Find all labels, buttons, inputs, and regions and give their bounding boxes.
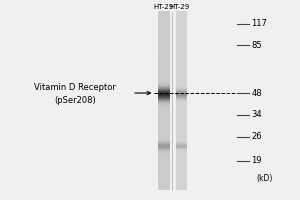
Text: 26: 26 — [251, 132, 262, 141]
Text: (pSer208): (pSer208) — [55, 96, 96, 105]
Text: 117: 117 — [251, 19, 267, 28]
Text: Vitamin D Receptor: Vitamin D Receptor — [34, 83, 116, 92]
Text: 34: 34 — [251, 110, 262, 119]
Text: HT-29: HT-29 — [170, 4, 190, 10]
Text: 19: 19 — [251, 156, 262, 165]
Text: (kD): (kD) — [256, 174, 272, 183]
Text: HT-29: HT-29 — [153, 4, 174, 10]
Text: 48: 48 — [251, 89, 262, 98]
Text: 85: 85 — [251, 41, 262, 50]
